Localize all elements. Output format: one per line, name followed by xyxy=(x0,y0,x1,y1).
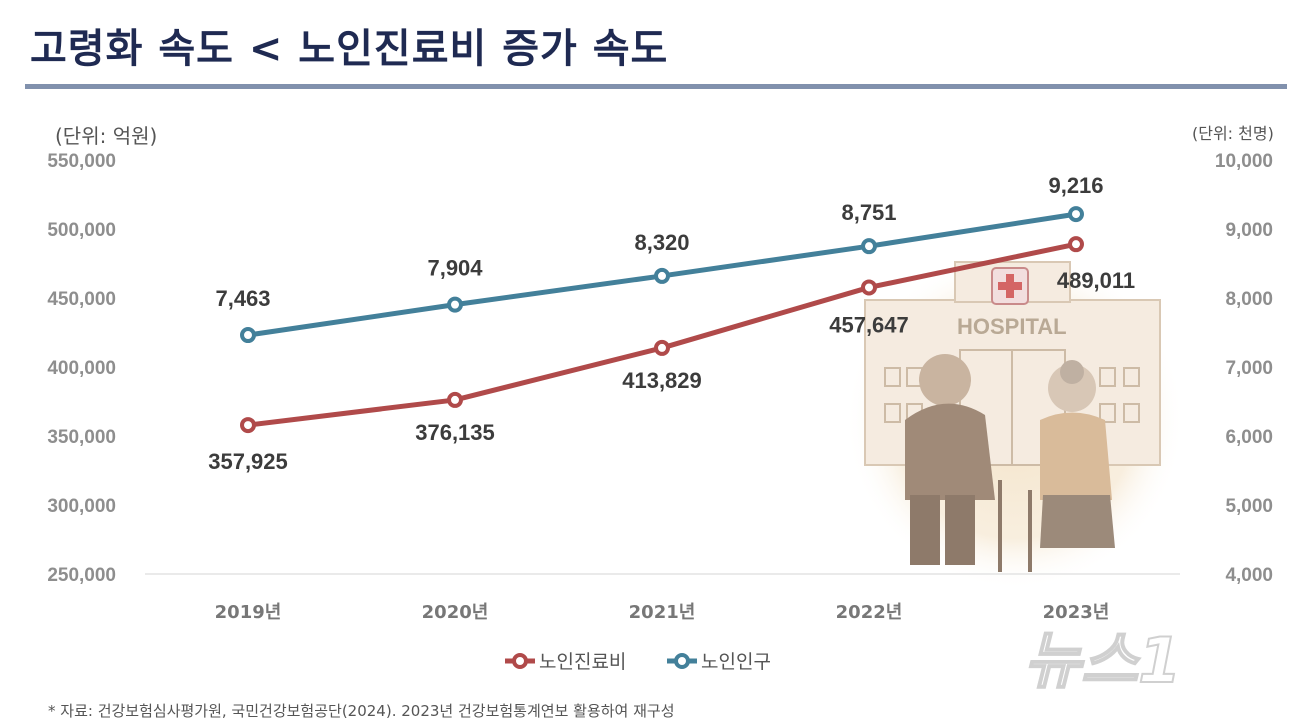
data-point-cost xyxy=(861,279,877,296)
left-axis-tick-label: 400,000 xyxy=(47,358,116,379)
right-axis-tick-label: 7,000 xyxy=(1225,358,1273,379)
data-point-cost xyxy=(447,391,463,408)
hospital-elderly-illustration: HOSPITAL xyxy=(845,250,1185,590)
data-label-cost: 376,135 xyxy=(415,420,495,445)
data-point-population xyxy=(1068,206,1084,223)
watermark-text: 뉴스1 xyxy=(1024,624,1181,697)
data-label-population: 7,463 xyxy=(215,286,270,311)
data-label-cost: 413,829 xyxy=(622,368,702,393)
data-point-population xyxy=(447,296,463,313)
data-label-population: 7,904 xyxy=(427,256,483,281)
series-layer xyxy=(240,206,1084,434)
page-title: 고령화 속도 < 노인진료비 증가 속도 xyxy=(30,26,669,72)
data-label-cost: 357,925 xyxy=(208,449,288,474)
right-axis-unit: (단위: 천명) xyxy=(1192,124,1274,143)
right-axis: 4,000 5,000 6,000 7,000 8,000 9,000 10,000 xyxy=(1215,151,1273,586)
news1-watermark-logo: 뉴스1 xyxy=(1023,623,1182,698)
legend-label-population: 노인인구 xyxy=(701,651,771,673)
left-axis-unit: (단위: 억원) xyxy=(55,124,157,148)
title-divider xyxy=(25,84,1287,89)
data-point-cost xyxy=(240,417,256,434)
x-axis: 2019년 2020년 2021년 2022년 2023년 xyxy=(215,602,1110,623)
right-axis-tick-label: 9,000 xyxy=(1225,220,1273,241)
data-point-cost xyxy=(654,339,670,356)
x-axis-tick-label: 2023년 xyxy=(1043,602,1110,623)
legend: 노인진료비 노인인구 xyxy=(505,651,771,673)
left-axis-tick-label: 300,000 xyxy=(47,496,116,517)
left-axis-tick-label: 350,000 xyxy=(47,427,116,448)
data-label-population: 8,751 xyxy=(841,200,896,225)
left-axis-tick-label: 500,000 xyxy=(47,220,116,241)
x-axis-tick-label: 2022년 xyxy=(836,602,903,623)
data-point-population xyxy=(240,327,256,344)
left-axis: 250,000 300,000 350,000 400,000 450,000 500,0… xyxy=(47,151,116,586)
left-axis-tick-label: 450,000 xyxy=(47,289,116,310)
legend-item-population: 노인인구 xyxy=(667,651,771,673)
data-label-population: 9,216 xyxy=(1048,173,1103,198)
right-axis-tick-label: 6,000 xyxy=(1225,427,1273,448)
legend-marker-population xyxy=(674,653,690,669)
legend-marker-cost xyxy=(512,653,528,669)
hospital-sign: HOSPITAL xyxy=(957,314,1067,339)
data-point-cost xyxy=(1068,236,1084,253)
right-axis-tick-label: 10,000 xyxy=(1215,151,1273,172)
data-label-population: 8,320 xyxy=(634,230,689,255)
source-note: * 자료: 건강보험심사평가원, 국민건강보험공단(2024). 2023년 건… xyxy=(48,702,675,720)
legend-item-cost: 노인진료비 xyxy=(505,651,626,673)
x-axis-tick-label: 2021년 xyxy=(629,602,696,623)
legend-label-cost: 노인진료비 xyxy=(539,651,626,673)
data-point-population xyxy=(861,238,877,255)
left-axis-tick-label: 550,000 xyxy=(47,151,116,172)
data-point-population xyxy=(654,267,670,284)
x-axis-tick-label: 2019년 xyxy=(215,602,282,623)
left-axis-tick-label: 250,000 xyxy=(47,565,116,586)
right-axis-tick-label: 5,000 xyxy=(1225,496,1273,517)
x-axis-tick-label: 2020년 xyxy=(422,602,489,623)
data-label-cost: 457,647 xyxy=(829,312,909,337)
right-axis-tick-label: 4,000 xyxy=(1225,565,1273,586)
data-label-cost: 489,011 xyxy=(1057,268,1135,293)
data-labels: 357,925 376,135 413,829 457,647 489,011 7,463… xyxy=(208,173,1135,474)
right-axis-tick-label: 8,000 xyxy=(1225,289,1273,310)
